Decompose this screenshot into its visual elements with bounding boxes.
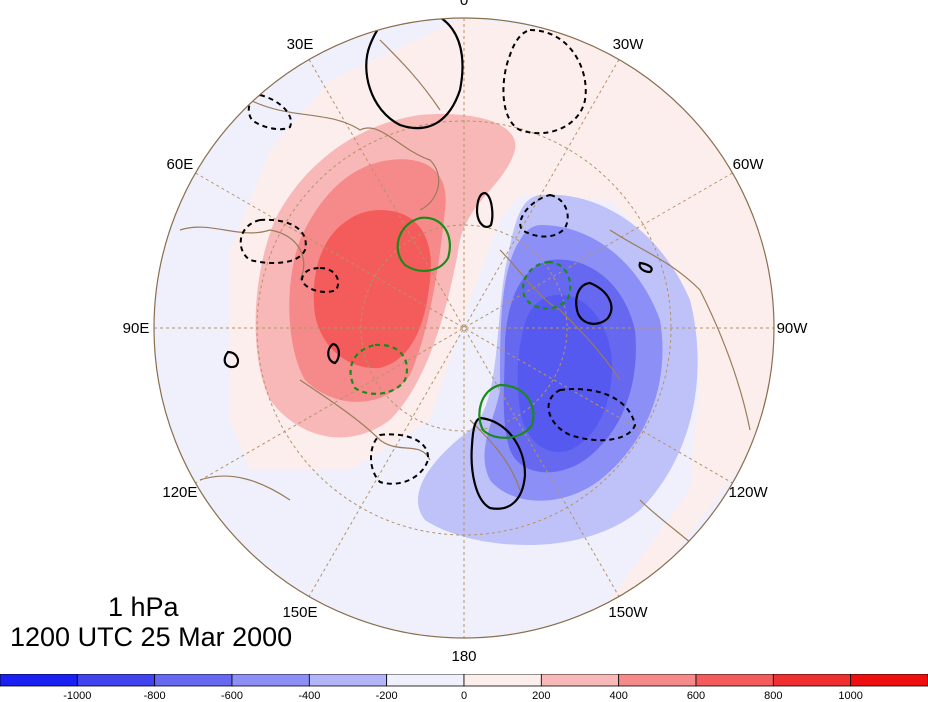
colorbar-box — [463, 674, 542, 687]
longitude-label: 60E — [167, 156, 194, 173]
colorbar-tick-label: 400 — [609, 690, 627, 702]
colorbar-box — [0, 674, 78, 687]
colorbar-labels: -1000 -800 -600 -400 -200 0 200 400 600 800 1000 — [63, 690, 863, 702]
colorbar-tick-label: -1000 — [63, 690, 91, 702]
longitude-label: 90W — [777, 320, 809, 337]
colorbar-tick-label: -200 — [376, 690, 398, 702]
dashed-contours — [239, 28, 637, 485]
longitude-label: 120E — [162, 484, 197, 501]
colorbar-box — [308, 674, 388, 687]
dashed-contour — [239, 218, 307, 264]
solid-contour — [365, 18, 464, 130]
colorbar-box — [386, 674, 465, 687]
colorbar-tick-label: 1000 — [838, 690, 862, 702]
dashed-contour — [300, 266, 340, 293]
dashed-contour — [502, 28, 587, 135]
colorbar-tick-label: 800 — [764, 690, 782, 702]
timestamp-label: 1200 UTC 25 Mar 2000 — [10, 622, 293, 652]
positive-fill-level4 — [313, 210, 431, 369]
colorbar-box — [76, 674, 156, 687]
solid-contour — [470, 416, 527, 510]
solid-contour — [475, 191, 494, 228]
green-contours — [349, 216, 572, 439]
longitude-label: 0 — [460, 0, 468, 9]
longitude-label: 150W — [608, 604, 648, 621]
longitude-labels: 0 30W 60W 90W 120W 150W 180 150E 120E 90E 60E 30E — [123, 0, 809, 665]
pressure-level-label: 1 hPa — [108, 592, 179, 622]
green-contour — [478, 383, 535, 439]
green-contour — [522, 260, 572, 310]
colorbar-box — [154, 674, 233, 687]
solid-contour — [575, 281, 613, 325]
colorbar: -1000 -800 -600 -400 -200 0 200 400 600 800 1000 — [0, 674, 928, 702]
graticule — [154, 18, 774, 638]
green-contour — [396, 216, 451, 272]
colorbar-box — [850, 674, 928, 687]
colorbar-box — [695, 674, 774, 687]
colorbar-tick-label: -600 — [221, 690, 243, 702]
colorbar-tick-label: -400 — [298, 690, 320, 702]
colorbar-tick-label: -800 — [144, 690, 166, 702]
longitude-label: 90E — [123, 320, 150, 337]
longitude-label: 150E — [282, 604, 317, 621]
colorbar-tick-label: 600 — [687, 690, 705, 702]
dashed-contour — [547, 388, 637, 442]
solid-contours — [223, 18, 653, 510]
colorbar-tick-label: 0 — [461, 690, 467, 702]
dashed-contour — [370, 433, 430, 485]
coastlines — [179, 39, 751, 561]
longitude-label: 180 — [451, 648, 476, 665]
longitude-label: 60W — [733, 156, 765, 173]
solid-contour — [327, 342, 340, 365]
colorbar-box — [231, 674, 310, 687]
colorbar-box — [618, 674, 697, 687]
solid-contour — [638, 261, 653, 274]
dashed-contour — [519, 193, 569, 238]
longitude-label: 30E — [287, 36, 314, 53]
longitude-label: 120W — [729, 484, 769, 501]
green-contour — [349, 343, 409, 395]
solid-contour — [223, 350, 240, 369]
colorbar-tick-label: 200 — [532, 690, 550, 702]
colorbar-box — [772, 674, 852, 687]
negative-fill-level4 — [517, 294, 613, 452]
map-boundary — [153, 17, 775, 639]
dashed-contour — [247, 93, 292, 131]
longitude-label: 30W — [613, 36, 645, 53]
colorbar-boxes — [0, 674, 928, 687]
colorbar-box — [540, 674, 620, 687]
polar-stereographic-map: 0 30W 60W 90W 120W 150W 180 150E 120E 90E 60E 30E — [123, 0, 809, 665]
